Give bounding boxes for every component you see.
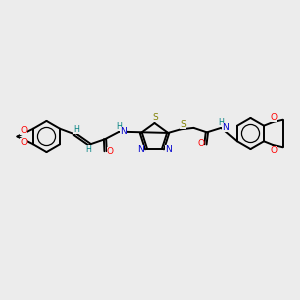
Text: S: S (180, 120, 186, 129)
Text: N: N (222, 123, 229, 132)
Text: H: H (85, 145, 91, 154)
Text: S: S (153, 113, 159, 122)
Text: O: O (270, 112, 277, 122)
Text: H: H (73, 125, 79, 134)
Text: O: O (270, 146, 277, 154)
Text: N: N (138, 145, 144, 154)
Text: O: O (20, 126, 27, 135)
Text: O: O (197, 139, 204, 148)
Text: O: O (106, 147, 114, 156)
Text: O: O (20, 138, 27, 147)
Text: N: N (120, 127, 127, 136)
Text: H: H (116, 122, 122, 131)
Text: N: N (165, 145, 171, 154)
Text: H: H (218, 118, 224, 127)
